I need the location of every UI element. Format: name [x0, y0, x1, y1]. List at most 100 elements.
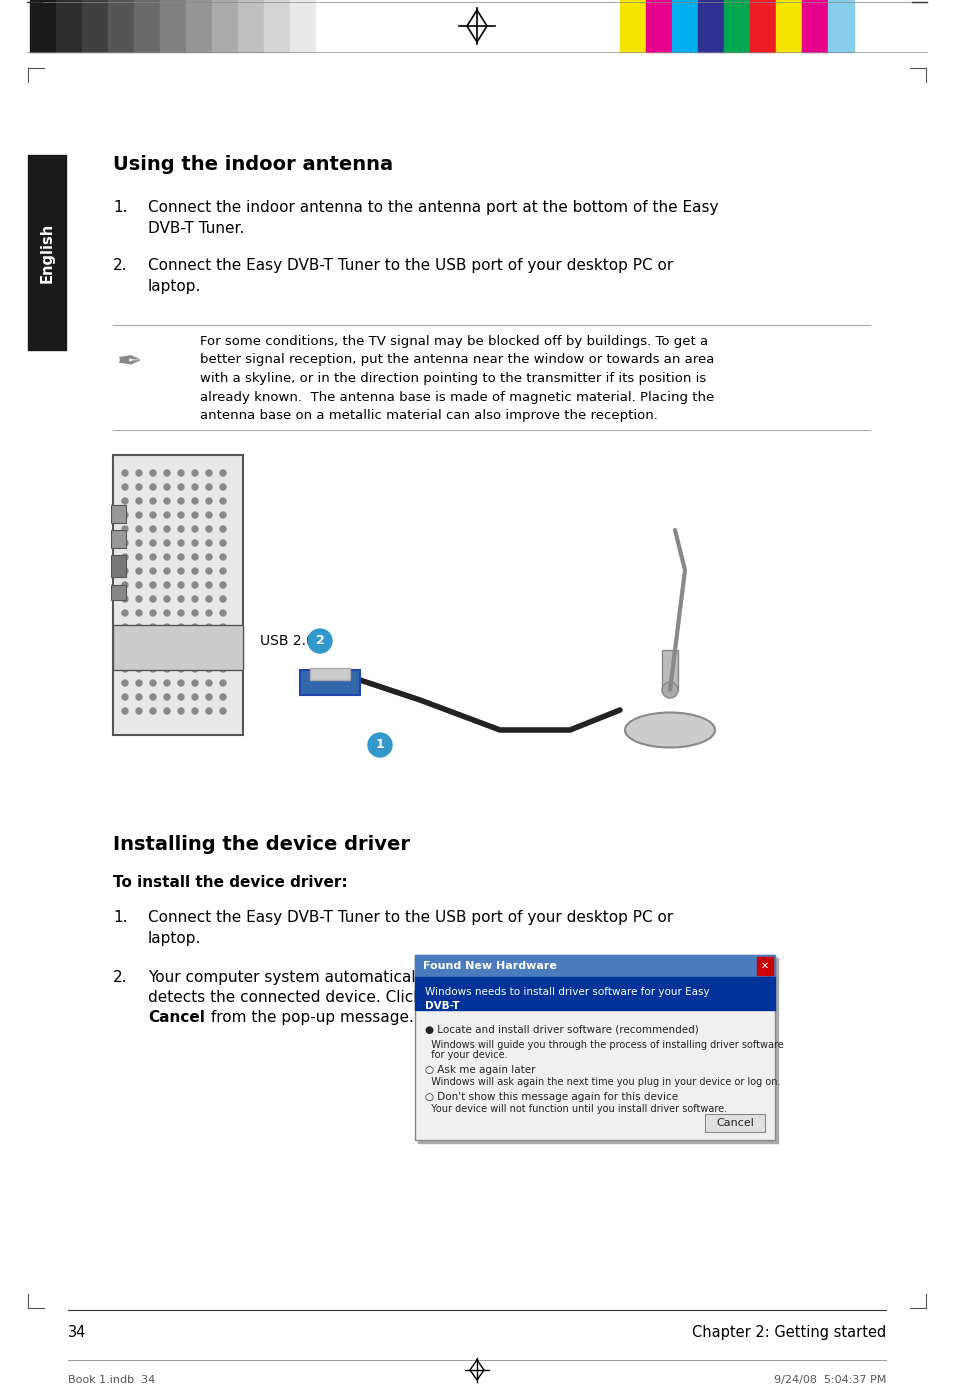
Bar — [112, 625, 243, 670]
Circle shape — [192, 540, 198, 546]
Circle shape — [220, 651, 226, 658]
Bar — [723, 0, 749, 52]
Text: 1.: 1. — [112, 910, 128, 926]
Circle shape — [192, 554, 198, 560]
Bar — [264, 0, 290, 52]
Circle shape — [178, 651, 184, 658]
Circle shape — [178, 484, 184, 490]
Ellipse shape — [624, 713, 714, 748]
Circle shape — [178, 554, 184, 560]
Circle shape — [192, 681, 198, 686]
Circle shape — [206, 582, 212, 587]
Bar — [56, 0, 82, 52]
Circle shape — [164, 526, 170, 532]
Bar — [133, 0, 160, 52]
Text: Chapter 2: Getting started: Chapter 2: Getting started — [691, 1325, 885, 1340]
Circle shape — [164, 681, 170, 686]
Circle shape — [192, 638, 198, 644]
Circle shape — [178, 638, 184, 644]
Circle shape — [150, 638, 156, 644]
Circle shape — [220, 470, 226, 476]
Bar — [315, 0, 341, 52]
Circle shape — [206, 681, 212, 686]
Circle shape — [150, 695, 156, 700]
Bar — [698, 0, 723, 52]
Text: 34: 34 — [68, 1325, 87, 1340]
Circle shape — [192, 512, 198, 518]
Text: ○ Don't show this message again for this device: ○ Don't show this message again for this… — [424, 1091, 678, 1102]
Circle shape — [136, 665, 142, 672]
Circle shape — [164, 610, 170, 617]
Circle shape — [136, 596, 142, 601]
Circle shape — [206, 695, 212, 700]
Circle shape — [178, 695, 184, 700]
Circle shape — [150, 554, 156, 560]
Bar — [111, 505, 126, 523]
Circle shape — [206, 540, 212, 546]
Circle shape — [192, 582, 198, 587]
Text: English: English — [39, 223, 54, 283]
Text: Windows needs to install driver software for your Easy: Windows needs to install driver software… — [424, 987, 709, 997]
Bar — [30, 0, 56, 52]
Bar — [82, 0, 108, 52]
Text: Found New Hardware: Found New Hardware — [422, 960, 557, 972]
Bar — [237, 0, 264, 52]
Circle shape — [122, 470, 128, 476]
Circle shape — [220, 695, 226, 700]
Bar — [111, 530, 126, 548]
Text: 9/24/08  5:04:37 PM: 9/24/08 5:04:37 PM — [773, 1375, 885, 1385]
Circle shape — [206, 596, 212, 601]
Circle shape — [220, 498, 226, 504]
Circle shape — [206, 709, 212, 714]
Circle shape — [164, 695, 170, 700]
Text: For some conditions, the TV signal may be blocked off by buildings. To get a
bet: For some conditions, the TV signal may b… — [200, 335, 714, 422]
Circle shape — [206, 498, 212, 504]
Circle shape — [122, 681, 128, 686]
Circle shape — [136, 470, 142, 476]
Circle shape — [136, 582, 142, 587]
Text: DVB-T: DVB-T — [424, 1001, 459, 1011]
Bar — [757, 958, 772, 974]
Circle shape — [136, 651, 142, 658]
Bar — [310, 668, 350, 681]
Circle shape — [206, 568, 212, 574]
Circle shape — [122, 695, 128, 700]
Bar — [827, 0, 853, 52]
Text: 2.: 2. — [112, 258, 128, 273]
Bar — [775, 0, 801, 52]
Circle shape — [220, 582, 226, 587]
Circle shape — [220, 540, 226, 546]
Circle shape — [136, 695, 142, 700]
Text: for your device.: for your device. — [424, 1050, 507, 1059]
Bar — [111, 585, 126, 600]
Bar — [299, 670, 359, 695]
Circle shape — [192, 695, 198, 700]
Text: Cancel: Cancel — [148, 1011, 205, 1025]
Circle shape — [150, 624, 156, 631]
Circle shape — [122, 582, 128, 587]
Circle shape — [192, 484, 198, 490]
Text: 2: 2 — [315, 635, 324, 647]
Text: Book 1.indb  34: Book 1.indb 34 — [68, 1375, 155, 1385]
Circle shape — [122, 624, 128, 631]
Circle shape — [178, 540, 184, 546]
Circle shape — [164, 582, 170, 587]
Bar — [415, 977, 774, 1011]
Circle shape — [150, 651, 156, 658]
Circle shape — [192, 651, 198, 658]
Text: Installing the device driver: Installing the device driver — [112, 835, 410, 855]
Text: 1: 1 — [375, 739, 384, 752]
Circle shape — [164, 624, 170, 631]
Circle shape — [220, 624, 226, 631]
Circle shape — [192, 709, 198, 714]
Bar — [801, 0, 827, 52]
Circle shape — [136, 512, 142, 518]
Text: Your computer system automatically: Your computer system automatically — [148, 970, 429, 986]
Circle shape — [206, 610, 212, 617]
Text: Your device will not function until you install driver software.: Your device will not function until you … — [424, 1104, 726, 1114]
Circle shape — [206, 638, 212, 644]
Bar — [111, 555, 126, 578]
Circle shape — [136, 624, 142, 631]
Text: 2.: 2. — [112, 970, 128, 986]
Circle shape — [122, 498, 128, 504]
